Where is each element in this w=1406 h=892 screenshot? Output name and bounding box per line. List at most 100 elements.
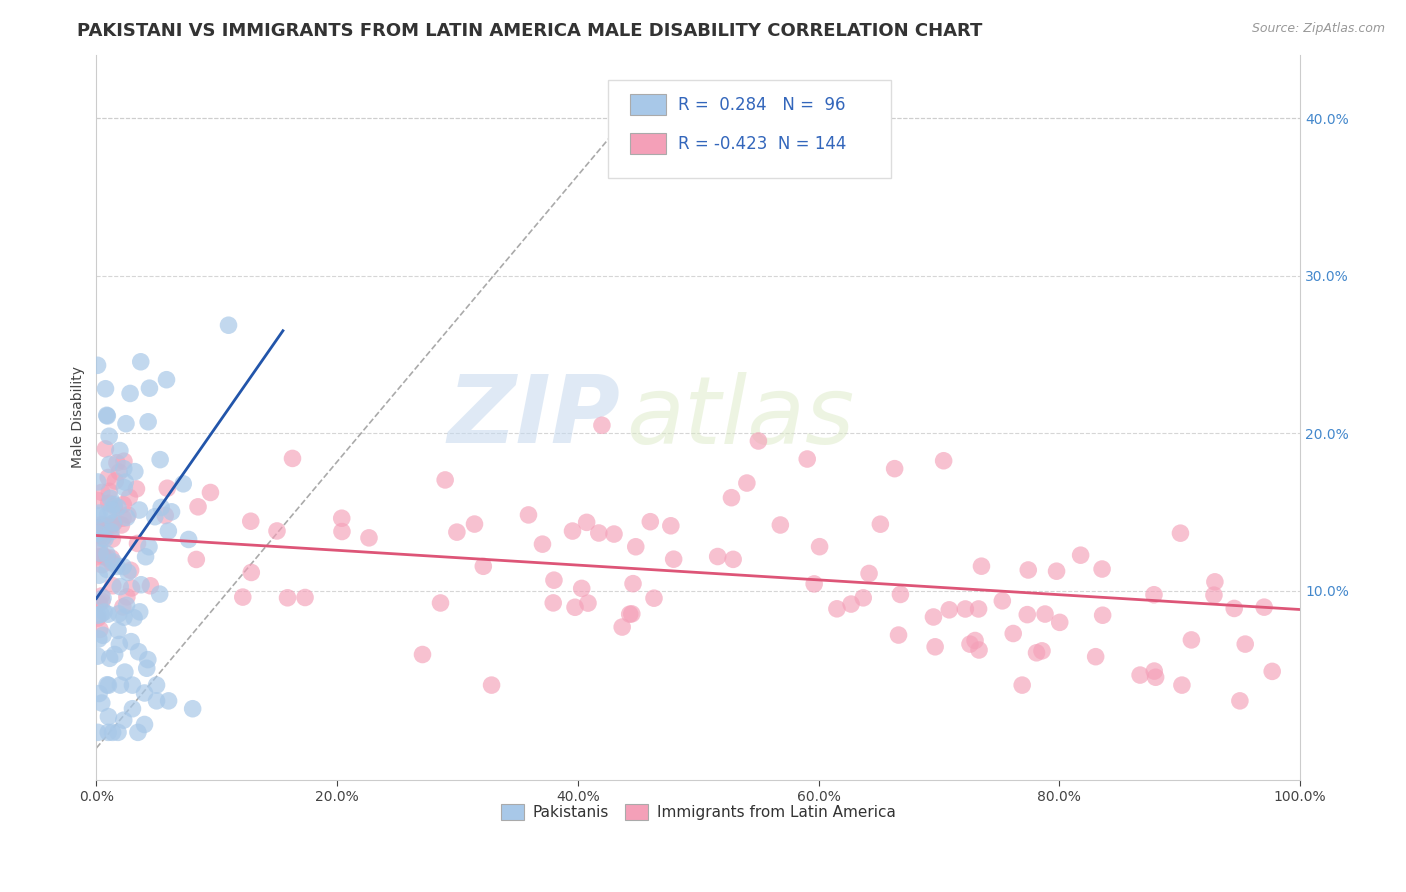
Point [564,600,586,615]
Point [100,491,122,506]
Point [1091,562,1114,576]
Point [86,508,108,523]
Point [138,540,160,554]
Point [643,591,665,606]
Point [93,530,115,544]
Point [117,508,139,522]
Text: R = -0.423  N = 144: R = -0.423 N = 144 [678,135,846,153]
Point [463,517,485,532]
Point [1223,601,1246,615]
Point [89,686,111,700]
Point [103,498,125,512]
Point [107,725,129,739]
Point [97,709,120,723]
Point [240,566,263,580]
Bar [630,133,665,154]
Point [1180,632,1202,647]
Point [98,651,121,665]
Point [1129,668,1152,682]
Point [94,442,117,456]
Point [112,461,135,475]
Point [90,525,112,540]
Point [747,434,769,448]
Point [103,500,125,514]
Bar [630,94,665,115]
Point [281,451,304,466]
Point [177,533,200,547]
Point [115,510,138,524]
Point [1253,600,1275,615]
Point [239,514,262,528]
Point [1033,607,1056,621]
Point [114,475,136,489]
Point [138,381,160,395]
Point [571,582,593,596]
Point [145,694,167,708]
Point [1170,526,1192,541]
Point [110,518,132,533]
Point [103,516,125,530]
Point [112,481,135,495]
Point [115,417,138,431]
Point [87,725,110,739]
Point [114,665,136,679]
Point [266,524,288,538]
Point [149,452,172,467]
Point [603,527,626,541]
Point [90,532,112,546]
Point [100,519,122,533]
Point [121,702,143,716]
Point [134,717,156,731]
Point [139,579,162,593]
Point [808,540,831,554]
Point [110,580,132,594]
Point [429,596,451,610]
Point [576,596,599,610]
Point [967,643,990,657]
Point [112,559,135,574]
Point [149,587,172,601]
Point [481,678,503,692]
Point [91,558,114,572]
Point [86,649,108,664]
Point [86,359,108,373]
Point [96,547,118,561]
Point [91,594,114,608]
Point [1031,644,1053,658]
Point [103,555,125,569]
Point [101,532,124,546]
Point [963,633,986,648]
Point [100,503,122,517]
Point [121,581,143,595]
Point [769,518,792,533]
Point [472,559,495,574]
Point [136,415,159,429]
Point [89,506,111,520]
Point [869,517,891,532]
Point [91,628,114,642]
Point [1011,678,1033,692]
Point [796,452,818,467]
Point [186,552,208,566]
Point [612,620,634,634]
Point [659,518,682,533]
Point [96,409,118,423]
Point [276,591,298,605]
Point [967,602,990,616]
Point [357,531,380,545]
Point [86,493,108,508]
Point [86,549,108,564]
Point [89,546,111,560]
Point [922,610,945,624]
Point [1234,637,1257,651]
Point [1045,564,1067,578]
Point [118,491,141,505]
Point [127,725,149,739]
Point [103,516,125,530]
Point [120,634,142,648]
Point [120,386,142,401]
Point [120,563,142,577]
Point [852,591,875,605]
Point [86,526,108,541]
Point [561,524,583,538]
